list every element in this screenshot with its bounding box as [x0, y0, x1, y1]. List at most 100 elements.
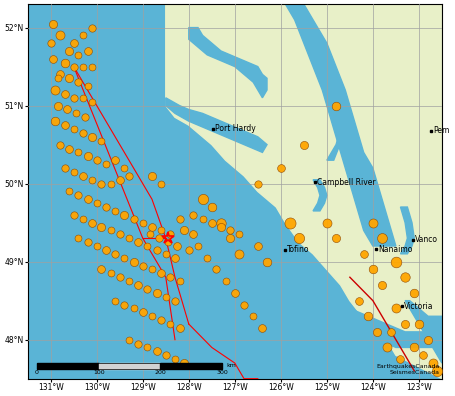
Point	[176, 215, 183, 222]
Point	[415, 321, 423, 327]
Text: Pem: Pem	[433, 126, 450, 135]
Point	[181, 360, 188, 366]
Point	[236, 231, 243, 238]
Point	[84, 83, 91, 89]
Point	[162, 293, 169, 300]
Point	[111, 297, 119, 304]
Text: EarthquakesCanada
SeismesCanada: EarthquakesCanada SeismesCanada	[376, 364, 440, 375]
Text: Nanaimo: Nanaimo	[378, 245, 412, 254]
Point	[98, 266, 105, 272]
Point	[420, 352, 427, 358]
Point	[176, 325, 183, 331]
Point	[52, 118, 59, 124]
Point	[434, 368, 441, 374]
Point	[144, 286, 151, 292]
Point	[135, 239, 142, 245]
Point	[70, 126, 77, 132]
Point	[157, 270, 165, 276]
Point	[139, 263, 147, 269]
Point	[84, 239, 91, 245]
Point	[148, 223, 156, 230]
Point	[75, 235, 82, 242]
Point	[121, 211, 128, 218]
Point	[107, 181, 114, 187]
Point	[70, 169, 77, 175]
Polygon shape	[327, 106, 341, 160]
Point	[176, 278, 183, 284]
Point	[111, 157, 119, 164]
Point	[89, 177, 96, 183]
Point	[286, 219, 293, 226]
Point	[181, 227, 188, 234]
Point	[111, 208, 119, 214]
Point	[93, 200, 101, 206]
Point	[63, 107, 71, 113]
Point	[146, 231, 153, 238]
Point	[125, 173, 132, 179]
Point	[172, 255, 179, 261]
Point	[162, 352, 169, 358]
Bar	[37, 363, 99, 369]
Point	[125, 278, 132, 284]
Bar	[37, 363, 222, 369]
Point	[153, 247, 160, 253]
Point	[172, 297, 179, 304]
Point	[130, 259, 137, 265]
Point	[61, 165, 68, 171]
Polygon shape	[166, 4, 442, 379]
Point	[240, 301, 248, 308]
Point	[47, 40, 54, 46]
Point	[79, 130, 86, 136]
Point	[116, 177, 123, 183]
Point	[155, 235, 162, 242]
Point	[61, 91, 68, 97]
Point	[379, 235, 386, 242]
Point	[194, 243, 202, 249]
Point	[50, 21, 57, 27]
Point	[81, 114, 89, 120]
Point	[79, 32, 86, 38]
Bar	[161, 363, 222, 369]
Point	[190, 211, 197, 218]
Text: 100: 100	[93, 370, 105, 375]
Point	[75, 149, 82, 156]
Point	[125, 337, 132, 343]
Text: Victoria: Victoria	[404, 302, 433, 310]
Text: Campbell River: Campbell River	[317, 177, 376, 187]
Point	[164, 239, 172, 245]
Point	[217, 223, 225, 230]
Point	[121, 165, 128, 171]
Point	[102, 204, 110, 210]
Point	[236, 251, 243, 257]
Point	[300, 141, 308, 148]
Point	[66, 75, 73, 82]
Point	[139, 219, 147, 226]
Point	[144, 344, 151, 350]
Text: Port Hardy: Port Hardy	[215, 124, 255, 133]
Point	[172, 356, 179, 362]
Point	[392, 259, 399, 265]
Point	[157, 181, 165, 187]
Point	[222, 278, 229, 284]
Point	[52, 87, 59, 93]
Point	[397, 356, 404, 362]
Text: km: km	[226, 363, 236, 368]
Point	[259, 325, 266, 331]
Polygon shape	[166, 98, 267, 152]
Point	[323, 219, 330, 226]
Point	[374, 329, 381, 335]
Point	[360, 251, 367, 257]
Point	[125, 235, 132, 242]
Point	[75, 192, 82, 198]
Point	[89, 133, 96, 140]
Point	[135, 282, 142, 288]
Point	[401, 321, 409, 327]
Point	[254, 243, 262, 249]
Point	[364, 313, 372, 320]
Point	[208, 219, 215, 226]
Text: Tofino: Tofino	[287, 246, 310, 255]
Point	[84, 153, 91, 160]
Point	[157, 227, 165, 234]
Point	[70, 211, 77, 218]
Point	[254, 181, 262, 187]
